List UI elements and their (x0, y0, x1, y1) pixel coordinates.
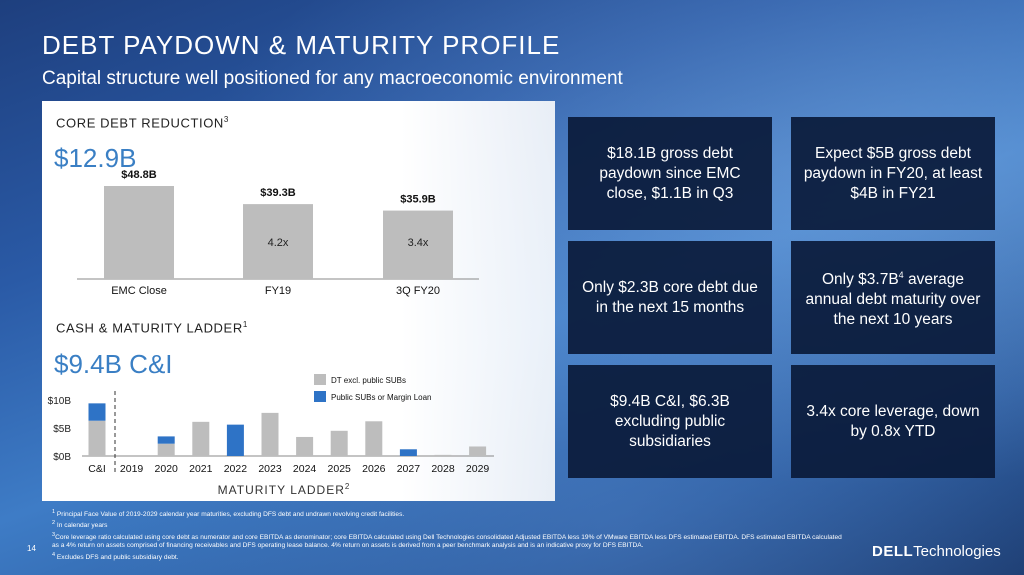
ladder-big-value: $9.4B C&I (54, 349, 173, 379)
info-box-gross-debt-paydown: $18.1B gross debt paydown since EMC clos… (568, 117, 772, 230)
info-box-text: Only $2.3B core debt due in the next 15 … (582, 278, 758, 316)
bar-segment-dt (261, 412, 279, 456)
x-tick-label: 2024 (293, 463, 317, 475)
bar-segment-public-subs (88, 403, 106, 421)
legend-swatch (314, 391, 326, 402)
x-tick-label: 2021 (189, 463, 213, 475)
x-tick-label: 2019 (120, 463, 144, 475)
x-axis-title: MATURITY LADDER2 (218, 482, 351, 497)
bar-segment-public-subs (399, 449, 417, 456)
bar-value-label: $39.3B (260, 187, 296, 199)
bar-segment-dt (330, 430, 348, 456)
leverage-label: 3.4x (408, 237, 429, 249)
info-box-text: $18.1B gross debt paydown since EMC clos… (599, 144, 741, 202)
category-label: 3Q FY20 (396, 285, 440, 297)
legend-swatch (314, 374, 326, 385)
x-tick-label: 2026 (362, 463, 386, 475)
core-debt-big-value: $12.9B (54, 143, 137, 173)
legend-label: Public SUBs or Margin Loan (331, 393, 432, 402)
bar-segment-public-subs (226, 424, 244, 456)
info-box-core-debt-due: Only $2.3B core debt due in the next 15 … (568, 241, 772, 354)
bar-segment-dt (365, 421, 383, 456)
ladder-heading: CASH & MATURITY LADDER1 (56, 320, 248, 336)
leverage-label: 4.2x (268, 237, 289, 249)
core-debt-chart: $48.8B EMC Close $39.3B 4.2x FY19 $35.9B 3.4x 3… (77, 169, 479, 297)
footnote-4: 4 Excludes DFS and public subsidiary deb… (52, 551, 179, 561)
bar-segment-dt (469, 446, 487, 456)
info-box-text: Only $3.7B4 average annual debt maturity… (805, 269, 981, 329)
x-tick-label: 2022 (224, 463, 248, 475)
footnotes: 1 Principal Face Value of 2019-2029 cale… (52, 508, 842, 562)
legend-label: DT excl. public SUBs (331, 376, 406, 385)
x-tick-label: C&I (88, 463, 106, 475)
x-tick-label: 2027 (397, 463, 421, 475)
footnote-2: 2 In calendar years (52, 520, 108, 530)
page-number: 14 (27, 544, 36, 553)
core-debt-heading: CORE DEBT REDUCTION3 (56, 115, 229, 131)
bar-segment-dt (434, 454, 452, 456)
maturity-ladder-chart: $0B $5B $10B C&I 2019 2020 2021 2022 2023 2024 202… (48, 374, 494, 497)
info-box-cash-and-investments: $9.4B C&I, $6.3B excluding public subsid… (568, 365, 772, 478)
info-box-core-leverage: 3.4x core leverage, down by 0.8x YTD (791, 365, 995, 478)
info-box-text: Expect $5B gross debt paydown in FY20, a… (803, 144, 983, 202)
slide-title: DEBT PAYDOWN & MATURITY PROFILE (42, 30, 561, 60)
slide-subtitle: Capital structure well positioned for an… (42, 68, 623, 89)
info-box-text: $9.4B C&I, $6.3B excluding public subsid… (610, 392, 730, 450)
bar-emc-close (104, 186, 174, 279)
bar-value-label: $48.8B (121, 169, 157, 181)
category-label: EMC Close (111, 285, 167, 297)
footnote-3: 3Core leverage ratio calculated using co… (52, 531, 842, 550)
bar-3q-fy20 (383, 210, 453, 279)
bar-value-label: $35.9B (400, 194, 436, 206)
category-label: FY19 (265, 285, 291, 297)
footnote-1: 1 Principal Face Value of 2019-2029 cale… (52, 509, 405, 519)
y-tick-label: $5B (53, 424, 71, 435)
bar-segment-dt (192, 421, 210, 456)
x-tick-label: 2028 (431, 463, 455, 475)
x-tick-label: 2023 (258, 463, 282, 475)
dell-technologies-logo: DELLTechnologies (872, 543, 1001, 560)
y-tick-label: $0B (53, 452, 71, 463)
x-tick-label: 2029 (466, 463, 490, 475)
x-tick-label: 2025 (328, 463, 352, 475)
charts-panel: CORE DEBT REDUCTION3 $12.9B $48.8B EMC Cl… (42, 101, 555, 501)
bar-segment-public-subs (157, 436, 175, 444)
x-tick-label: 2020 (155, 463, 179, 475)
info-box-text: 3.4x core leverage, down by 0.8x YTD (806, 402, 980, 440)
bar-segment-dt (88, 420, 106, 456)
y-tick-label: $10B (48, 396, 72, 407)
info-box-annual-maturity: Only $3.7B4 average annual debt maturity… (791, 241, 995, 354)
bar-segment-dt (296, 436, 314, 456)
bar-segment-dt (157, 443, 175, 456)
info-box-expected-paydown: Expect $5B gross debt paydown in FY20, a… (791, 117, 995, 230)
bar-fy19 (243, 204, 313, 279)
